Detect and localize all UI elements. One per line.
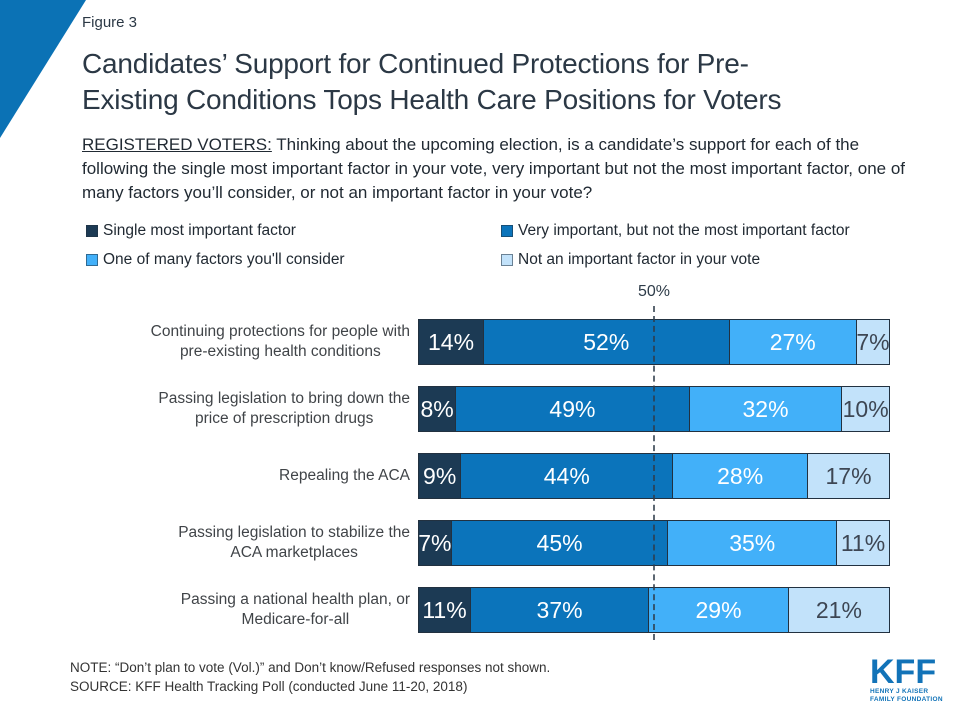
bar-segment: 17%: [808, 453, 890, 499]
bar-segment: 28%: [673, 453, 809, 499]
value-label: 7%: [856, 328, 890, 355]
value-label: 28%: [717, 462, 764, 489]
value-label: 29%: [695, 596, 742, 623]
category-label: Repealing the ACA: [279, 467, 410, 484]
bar-segment: 7%: [856, 319, 890, 365]
value-label: 49%: [549, 395, 596, 422]
bar-segment: 27%: [729, 319, 857, 365]
bar-segment: 32%: [689, 386, 843, 432]
bar-segment: 45%: [451, 520, 669, 566]
legend-item-not-important: Not an important factor in your vote: [501, 251, 760, 269]
value-label: 11%: [840, 529, 886, 556]
legend-label: One of many factors you'll consider: [103, 251, 345, 268]
page-title: Candidates’ Support for Continued Protec…: [82, 48, 782, 115]
bar-segment: 49%: [456, 386, 690, 432]
kff-logo-text: KFF: [870, 653, 937, 691]
value-label: 17%: [825, 462, 872, 489]
chart-row: Repealing the ACA 9% 44% 28% 17%: [60, 453, 890, 499]
legend-item-very-important: Very important, but not the most importa…: [501, 222, 850, 240]
category-label: Passing a national health plan, or Medica…: [180, 591, 410, 628]
value-label: 11%: [422, 596, 467, 623]
stacked-bar: 9% 44% 28% 17%: [418, 453, 890, 499]
bar-segment: 14%: [418, 319, 485, 365]
chart-row: Passing a national health plan, or Medica…: [60, 587, 890, 633]
question-prefix: REGISTERED VOTERS:: [82, 135, 272, 154]
value-label: 32%: [742, 395, 789, 422]
value-label: 44%: [543, 462, 590, 489]
legend-label: Very important, but not the most importa…: [518, 222, 850, 239]
value-label: 7%: [418, 529, 452, 556]
value-label: 14%: [428, 328, 475, 355]
source-text: SOURCE: KFF Health Tracking Poll (conduc…: [70, 679, 468, 694]
chart-row: Continuing protections for people with pr…: [60, 319, 890, 365]
legend-label: Not an important factor in your vote: [518, 251, 761, 268]
category-label: Continuing protections for people with pr…: [150, 323, 410, 360]
axis-label-50pct: 50%: [637, 283, 671, 300]
value-label: 8%: [420, 395, 454, 422]
chart-row: Passing legislation to bring down the pri…: [60, 386, 890, 432]
question-body: Thinking about the upcoming election, is…: [82, 135, 906, 202]
legend-swatch-icon: [86, 225, 98, 237]
bar-segment: 29%: [649, 587, 789, 633]
legend-swatch-icon: [501, 254, 513, 266]
kff-logo: KFF HENRY J KAISER FAMILY FOUNDATION: [870, 653, 950, 703]
value-label: 21%: [815, 596, 862, 623]
stacked-bar: 14% 52% 27% 7%: [418, 319, 890, 365]
stacked-bar: 11% 37% 29% 21%: [418, 587, 890, 633]
chart-row: Passing legislation to stabilize the ACA …: [60, 520, 890, 566]
gridline-50pct: [653, 306, 655, 640]
value-label: 9%: [423, 462, 457, 489]
legend-swatch-icon: [86, 254, 98, 266]
bar-segment: 37%: [470, 587, 650, 633]
kff-logo-subtext-1: HENRY J KAISER: [870, 688, 929, 695]
footer: NOTE: “Don’t plan to vote (Vol.)” and Do…: [70, 658, 550, 696]
value-label: 10%: [842, 395, 889, 422]
value-label: 35%: [729, 529, 776, 556]
value-label: 27%: [769, 328, 816, 355]
note-text: NOTE: “Don’t plan to vote (Vol.)” and Do…: [70, 660, 551, 675]
legend-label: Single most important factor: [103, 222, 296, 239]
corner-accent-shape: [0, 0, 86, 138]
bar-segment: 9%: [418, 453, 462, 499]
category-label: Passing legislation to bring down the pri…: [158, 390, 410, 427]
value-label: 45%: [536, 529, 583, 556]
bar-segment: 44%: [461, 453, 674, 499]
bar-segment: 11%: [418, 587, 471, 633]
bar-segment: 52%: [484, 319, 730, 365]
kff-logo-subtext-2: FAMILY FOUNDATION: [870, 695, 943, 703]
bar-segment: 10%: [842, 386, 890, 432]
value-label: 37%: [536, 596, 583, 623]
bar-segment: 21%: [788, 587, 890, 633]
figure-label: Figure 3: [82, 14, 138, 31]
category-label: Passing legislation to stabilize the ACA …: [178, 524, 410, 561]
legend-item-one-of-many: One of many factors you'll consider: [86, 251, 345, 269]
question-text: REGISTERED VOTERS: Thinking about the up…: [82, 133, 928, 205]
bar-segment: 11%: [837, 520, 890, 566]
legend-swatch-icon: [501, 225, 513, 237]
stacked-bar: 7% 45% 35% 11%: [418, 520, 890, 566]
stacked-bar: 8% 49% 32% 10%: [418, 386, 890, 432]
bar-segment: 7%: [418, 520, 452, 566]
bar-segment: 35%: [668, 520, 837, 566]
legend-item-single-most: Single most important factor: [86, 222, 296, 240]
bar-segment: 8%: [418, 386, 457, 432]
value-label: 52%: [583, 328, 630, 355]
